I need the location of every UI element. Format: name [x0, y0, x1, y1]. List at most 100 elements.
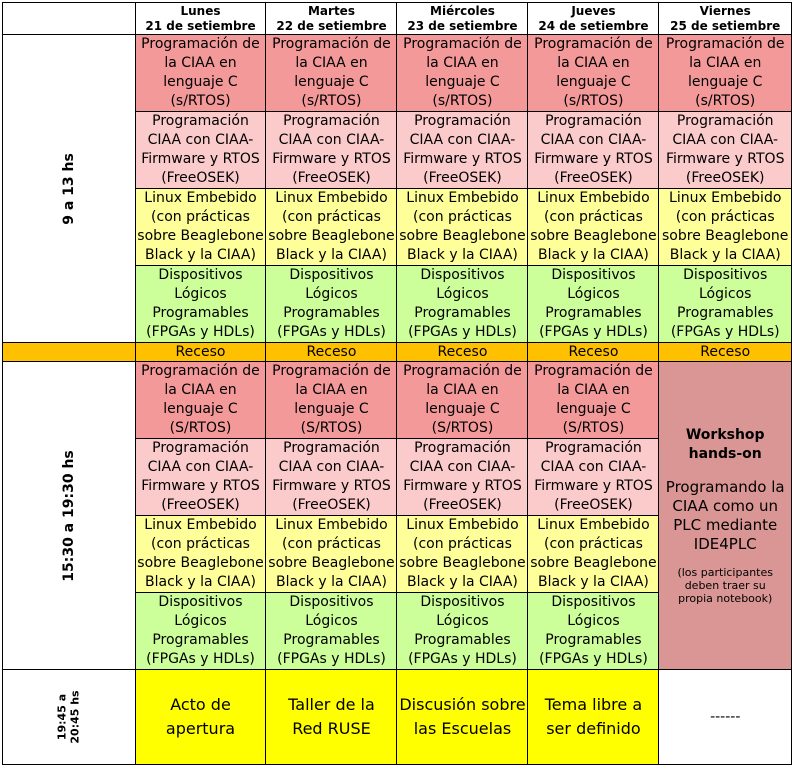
course-line: CIAA con CIAA-	[540, 459, 647, 475]
workshop-desc-line: Programando la	[665, 478, 785, 496]
course-line: Lógicos	[305, 613, 358, 629]
header-row: Lunes 21 de setiembre Martes 22 de setiemb…	[2, 2, 792, 35]
course-line: la CIAA en	[164, 382, 237, 398]
evening-cell: Tema libre a ser definido	[527, 669, 660, 765]
course-line: sobre Beaglebone	[399, 555, 526, 571]
course-line: Programación de	[534, 363, 653, 379]
evening-cell: Taller de la Red RUSE	[265, 669, 398, 765]
time-slot-evening-label: 19:45 a 20:45 hs	[56, 690, 82, 743]
course-cell: Dispositivos Lógicos Programables (FPGAs y …	[396, 265, 529, 343]
course-line: (FPGAs y HDLs)	[277, 651, 386, 667]
course-line: Programables	[414, 305, 511, 321]
schedule-table: Lunes 21 de setiembre Martes 22 de setiemb…	[2, 2, 792, 765]
course-line: (FreeOSEK)	[554, 170, 633, 186]
course-line: CIAA con CIAA-	[409, 459, 516, 475]
course-line: Black y la CIAA)	[145, 247, 256, 263]
recess-cell: Receso	[396, 342, 529, 362]
course-line: la CIAA en	[164, 55, 237, 71]
recess-time-cell	[2, 342, 136, 362]
course-line: (FreeOSEK)	[423, 497, 502, 513]
day-header-viernes: Viernes 25 de setiembre	[658, 2, 792, 35]
day-date: 22 de setiembre	[276, 18, 387, 33]
course-line: (S/RTOS)	[562, 420, 625, 436]
time-slot-morning-label: 9 a 13 hs	[60, 152, 77, 225]
course-line: Firmware y RTOS	[403, 151, 522, 167]
course-line: (FreeOSEK)	[292, 170, 371, 186]
course-cell: Programación de la CIAA en lenguaje C (s/RT…	[396, 34, 529, 112]
evening-line: Red RUSE	[292, 719, 371, 738]
workshop-desc-line: PLC mediante	[673, 516, 778, 534]
course-line: (FreeOSEK)	[292, 497, 371, 513]
course-line: Dispositivos	[551, 594, 636, 610]
course-line: Dispositivos	[158, 267, 243, 283]
course-line: (con prácticas	[413, 209, 512, 225]
course-line: (FPGAs y HDLs)	[670, 324, 780, 340]
course-line: sobre Beaglebone	[530, 228, 657, 244]
morning-row-course2: Programación CIAA con CIAA- Firmware y RTO…	[3, 111, 792, 189]
course-cell: Programación CIAA con CIAA- Firmware y RTO…	[527, 111, 660, 189]
course-line: Black y la CIAA)	[669, 247, 781, 263]
course-line: Programación de	[403, 363, 522, 379]
course-line: Linux Embebido	[275, 517, 388, 533]
course-line: Lógicos	[174, 613, 227, 629]
course-line: Dispositivos	[420, 267, 505, 283]
course-line: Lógicos	[436, 286, 489, 302]
course-line: (con prácticas	[675, 209, 775, 225]
course-cell: Dispositivos Lógicos Programables (FPGAs y …	[265, 592, 398, 670]
day-name: Martes	[307, 3, 355, 18]
course-line: CIAA con CIAA-	[540, 132, 647, 148]
course-line: Lógicos	[567, 286, 620, 302]
course-line: Programación	[283, 440, 380, 456]
course-line: Black y la CIAA)	[407, 574, 518, 590]
evening-line: ser definido	[546, 719, 641, 738]
evening-row: 19:45 a 20:45 hs Acto de apertura Taller d…	[2, 669, 792, 765]
course-line: Programación	[152, 440, 249, 456]
course-line: (FPGAs y HDLs)	[539, 324, 648, 340]
course-line: Programación de	[272, 36, 391, 52]
course-line: Programación	[414, 113, 511, 129]
course-line: (FreeOSEK)	[161, 170, 240, 186]
course-line: lenguaje C	[556, 401, 631, 417]
course-cell: Dispositivos Lógicos Programables (FPGAs y …	[527, 265, 660, 343]
course-line: (S/RTOS)	[300, 420, 363, 436]
course-line: Dispositivos	[683, 267, 768, 283]
course-line: la CIAA en	[295, 382, 368, 398]
course-cell: Linux Embebido (con prácticas sobre Beagle…	[265, 515, 398, 593]
workshop-title-line1: Workshop	[685, 427, 765, 443]
course-cell: Programación de la CIAA en lenguaje C (S/RT…	[396, 361, 529, 439]
day-name: Jueves	[571, 3, 616, 18]
course-cell: Programación CIAA con CIAA- Firmware y RTO…	[396, 438, 529, 516]
course-line: Programación de	[141, 36, 260, 52]
course-line: (con prácticas	[282, 536, 381, 552]
course-line: (FPGAs y HDLs)	[277, 324, 386, 340]
course-line: Lógicos	[174, 286, 227, 302]
morning-row-course3: Linux Embebido (con prácticas sobre Beagle…	[3, 188, 792, 266]
course-line: Firmware y RTOS	[141, 478, 260, 494]
course-line: Programación	[676, 113, 774, 129]
workshop-title-line2: hands-on	[688, 446, 762, 462]
course-line: la CIAA en	[426, 55, 499, 71]
day-date: 23 de setiembre	[407, 18, 518, 33]
course-line: (FreeOSEK)	[161, 497, 240, 513]
course-cell: Dispositivos Lógicos Programables (FPGAs y …	[134, 265, 267, 343]
course-line: Lógicos	[567, 613, 620, 629]
course-line: (con prácticas	[543, 536, 643, 552]
course-cell: Linux Embebido (con prácticas sobre Beagle…	[134, 515, 267, 593]
course-cell: Programación de la CIAA en lenguaje C (s/RT…	[658, 34, 792, 112]
course-line: (FreeOSEK)	[554, 497, 633, 513]
course-cell: Programación CIAA con CIAA- Firmware y RTO…	[396, 111, 529, 189]
course-line: Programables	[545, 305, 642, 321]
course-cell: Programación CIAA con CIAA- Firmware y RTO…	[134, 111, 267, 189]
workshop-note-line: propia notebook)	[678, 592, 773, 605]
afternoon-row-course4: Dispositivos Lógicos Programables (FPGAs y …	[3, 592, 792, 670]
course-cell: Linux Embebido (con prácticas sobre Beagle…	[134, 188, 267, 266]
course-line: sobre Beaglebone	[137, 228, 264, 244]
day-name: Lunes	[180, 3, 221, 18]
afternoon-row-course3: Linux Embebido (con prácticas sobre Beagle…	[3, 515, 792, 593]
course-line: sobre Beaglebone	[530, 555, 657, 571]
course-line: CIAA con CIAA-	[409, 132, 516, 148]
course-line: (con prácticas	[151, 209, 250, 225]
evening-line: Tema libre a	[544, 695, 643, 714]
course-line: Programación de	[272, 363, 391, 379]
course-line: la CIAA en	[689, 55, 762, 71]
